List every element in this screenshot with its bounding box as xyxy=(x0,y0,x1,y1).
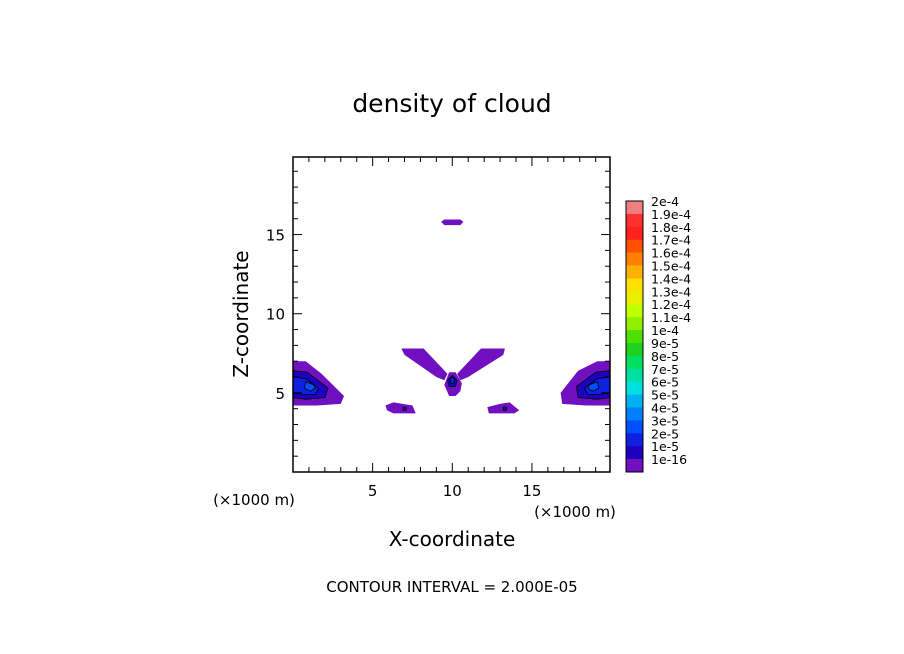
colorbar-swatch xyxy=(626,446,643,460)
colorbar-label: 1.7e-4 xyxy=(651,233,691,248)
colorbar-swatch xyxy=(626,368,643,382)
colorbar-label: 2e-5 xyxy=(651,426,679,441)
colorbar-label: 1e-4 xyxy=(651,323,679,338)
colorbar-swatch xyxy=(626,278,643,292)
colorbar-swatch xyxy=(626,265,643,279)
colorbar-label: 1e-5 xyxy=(651,439,679,454)
colorbar-label: 7e-5 xyxy=(651,362,679,377)
contour-interval-footer: CONTOUR INTERVAL = 2.000E-05 xyxy=(326,578,577,596)
colorbar-swatch xyxy=(626,330,643,344)
colorbar: 2e-41.9e-41.8e-41.7e-41.6e-41.5e-41.4e-4… xyxy=(625,194,691,473)
colorbar-label: 2e-4 xyxy=(651,194,679,209)
colorbar-label: 1.2e-4 xyxy=(651,297,691,312)
colorbar-swatch xyxy=(626,291,643,305)
x-tick-label: 15 xyxy=(522,482,541,500)
contour-region-right-arm xyxy=(457,348,505,381)
y-tick-label: 5 xyxy=(275,385,285,403)
colorbar-label: 6e-5 xyxy=(651,375,679,390)
contour-region-left-small xyxy=(385,402,416,414)
plot-frame xyxy=(292,156,611,473)
colorbar-label: 9e-5 xyxy=(651,336,679,351)
colorbar-label: 4e-5 xyxy=(651,400,679,415)
colorbar-swatch xyxy=(626,239,643,253)
x-axis-label: X-coordinate xyxy=(389,527,516,551)
contour-region-upper-speck xyxy=(441,219,464,226)
colorbar-swatch xyxy=(626,355,643,370)
contour-region-center-blob-core xyxy=(449,376,456,384)
colorbar-swatch xyxy=(626,420,643,434)
colorbar-swatch xyxy=(626,342,643,357)
colorbar-label: 5e-5 xyxy=(651,388,679,403)
contour-region-right-small-dot xyxy=(502,406,507,411)
x-unit-right: (×1000 m) xyxy=(534,503,616,521)
colorbar-swatch xyxy=(626,252,643,266)
colorbar-swatch xyxy=(626,407,643,421)
colorbar-label: 1.8e-4 xyxy=(651,220,691,235)
colorbar-swatch xyxy=(626,213,643,228)
colorbar-label: 1.9e-4 xyxy=(651,207,691,222)
y-tick-label: 15 xyxy=(266,227,285,245)
colorbar-swatch xyxy=(626,381,643,395)
colorbar-swatch xyxy=(626,201,643,215)
contour-region-left-edge-core xyxy=(303,381,316,392)
colorbar-swatch xyxy=(626,433,643,447)
x-tick-label: 10 xyxy=(443,482,462,500)
colorbar-label: 1.1e-4 xyxy=(651,310,691,325)
contour-region-left-small-dot xyxy=(402,406,407,411)
colorbar-swatch xyxy=(626,317,643,331)
colorbar-swatch xyxy=(626,304,643,318)
colorbar-label: 1.3e-4 xyxy=(651,284,691,299)
axis-ticks: 5 10 15 5 10 15 xyxy=(266,157,610,500)
contour-region-right-edge-core xyxy=(587,381,600,392)
y-tick-label: 10 xyxy=(266,306,285,324)
colorbar-label: 1.5e-4 xyxy=(651,259,691,274)
x-tick-label: 5 xyxy=(368,482,378,500)
x-unit-left: (×1000 m) xyxy=(213,491,295,509)
colorbar-label: 3e-5 xyxy=(651,413,679,428)
colorbar-label: 1.4e-4 xyxy=(651,271,691,286)
chart-title: density of cloud xyxy=(352,89,551,118)
colorbar-label: 8e-5 xyxy=(651,349,679,364)
colorbar-label: 1.6e-4 xyxy=(651,246,691,261)
colorbar-swatch xyxy=(626,459,643,473)
colorbar-swatch xyxy=(626,394,643,408)
contour-region-left-arm xyxy=(401,348,448,381)
colorbar-label: 1e-16 xyxy=(651,452,687,467)
contour-regions xyxy=(292,219,611,414)
colorbar-swatch xyxy=(626,226,643,241)
y-axis-label: Z-coordinate xyxy=(229,250,253,377)
colorbar-frame xyxy=(625,200,644,473)
